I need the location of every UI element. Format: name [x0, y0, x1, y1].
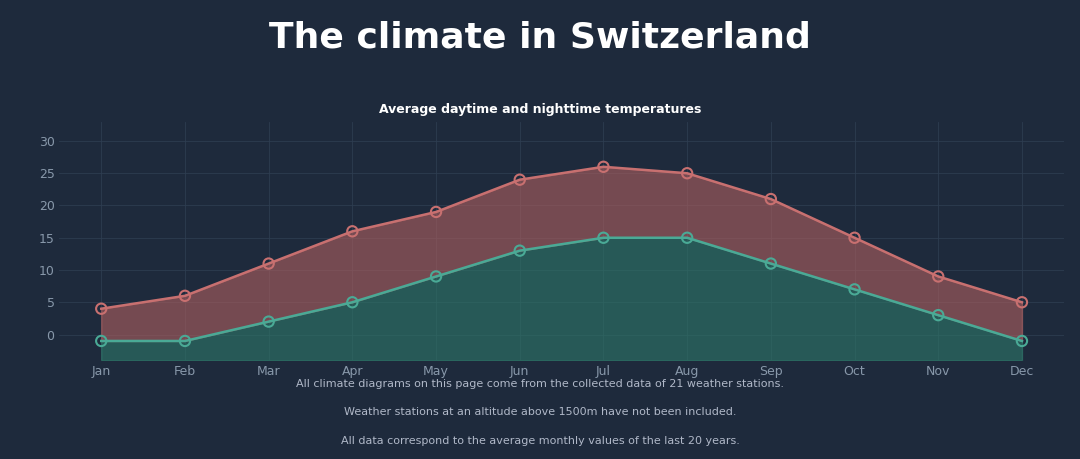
Point: [595, 163, 612, 170]
Point: [93, 337, 110, 345]
Point: [511, 247, 528, 254]
Text: All data correspond to the average monthly values of the last 20 years.: All data correspond to the average month…: [340, 436, 740, 446]
Point: [176, 292, 193, 299]
Point: [343, 299, 361, 306]
Point: [762, 196, 780, 203]
Point: [762, 260, 780, 267]
Point: [260, 260, 278, 267]
Point: [930, 273, 947, 280]
Point: [260, 318, 278, 325]
Point: [511, 176, 528, 183]
Point: [428, 208, 445, 216]
Point: [176, 337, 193, 345]
Text: All climate diagrams on this page come from the collected data of 21 weather sta: All climate diagrams on this page come f…: [296, 379, 784, 389]
Text: Average daytime and nighttime temperatures: Average daytime and nighttime temperatur…: [379, 103, 701, 116]
Point: [595, 234, 612, 241]
Text: The climate in Switzerland: The climate in Switzerland: [269, 21, 811, 55]
Point: [1013, 337, 1030, 345]
Point: [930, 312, 947, 319]
Point: [678, 234, 696, 241]
Point: [1013, 299, 1030, 306]
Point: [846, 234, 863, 241]
Point: [93, 305, 110, 313]
Point: [678, 169, 696, 177]
Point: [846, 285, 863, 293]
Point: [343, 228, 361, 235]
Point: [428, 273, 445, 280]
Text: Weather stations at an altitude above 1500m have not been included.: Weather stations at an altitude above 15…: [343, 407, 737, 417]
